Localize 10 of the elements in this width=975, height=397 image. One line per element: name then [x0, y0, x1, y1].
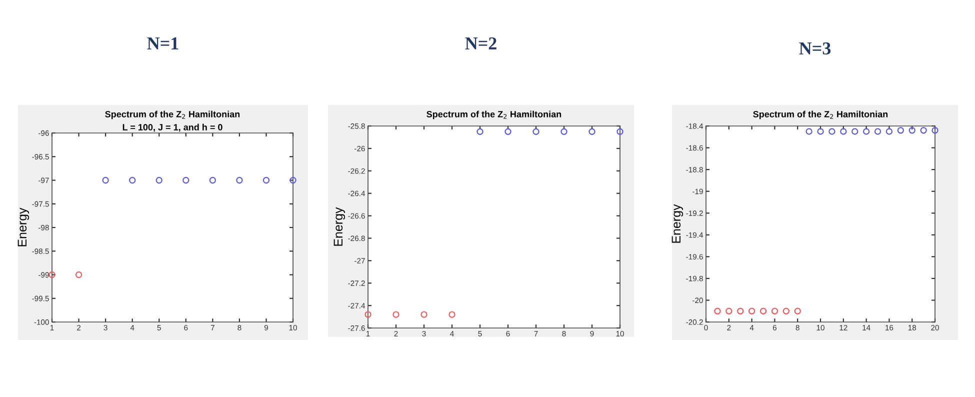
chart-title: N=1	[147, 37, 178, 50]
text: L = 100, J = 1, and h = 0	[122, 124, 222, 132]
chart-title: N=3	[799, 42, 831, 55]
chart-subtitle: Spectrum of the Z$_{2}$ Hamiltonian	[426, 110, 562, 120]
y-axis-title: Energy	[18, 208, 30, 246]
chart-subtitle: Spectrum of the Z$_{2}$ Hamiltonian	[753, 110, 888, 120]
chart-subtitle: Spectrum of the Z$_{2}$ Hamiltonian	[105, 110, 240, 120]
chart-title: N=2	[465, 37, 496, 50]
y-axis-title: Energy	[672, 204, 684, 243]
y-axis-title: Energy	[334, 207, 346, 246]
